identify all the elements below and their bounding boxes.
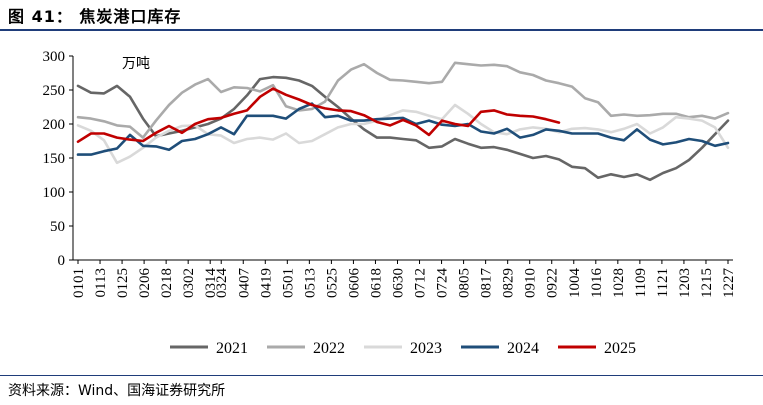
source-divider [0, 375, 763, 376]
x-tick-label: 1121 [655, 268, 671, 297]
x-tick-label: 0606 [346, 268, 362, 299]
x-tick-label: 0817 [479, 267, 495, 298]
x-tick-label: 0922 [545, 268, 561, 298]
legend-label-2024: 2024 [507, 340, 539, 357]
legend-label-2021: 2021 [216, 340, 248, 357]
x-tick-label: 0218 [159, 268, 175, 298]
y-tick-label: 300 [43, 49, 66, 65]
x-tick-label: 0805 [457, 268, 473, 298]
x-tick-label: 0314 [203, 268, 219, 299]
x-tick-label: 0829 [501, 268, 517, 298]
legend-label-2022: 2022 [313, 340, 345, 357]
x-tick-label: 1004 [567, 268, 583, 299]
y-tick-label: 200 [43, 117, 66, 133]
x-tick-label: 0125 [115, 268, 131, 298]
x-tick-label: 1215 [699, 268, 715, 298]
x-tick-label: 0324 [214, 268, 230, 299]
y-tick-label: 100 [43, 185, 66, 201]
x-tick-label: 0513 [302, 268, 318, 298]
x-tick-label: 0419 [258, 268, 274, 298]
series-line-2022 [76, 61, 730, 139]
x-tick-label: 0501 [280, 268, 296, 298]
series-line-2023 [76, 103, 730, 165]
chart-title: 图 41： 焦炭港口库存 [8, 7, 182, 26]
y-tick-label: 0 [58, 253, 66, 269]
chart-area: 0 50 100 150 200 250 300 万吨 0101 0113 0125 0206 0218… [43, 49, 738, 357]
x-tick-label: 0101 [71, 268, 87, 298]
x-tick-label: 0525 [324, 268, 340, 298]
series-line-2025 [76, 87, 561, 143]
x-tick-label: 1016 [589, 268, 605, 299]
source-note: 资料来源：Wind、国海证券研究所 [8, 383, 226, 399]
x-tick-label: 0113 [93, 268, 109, 297]
series-line-2024 [76, 102, 730, 156]
x-tick-label: 1028 [611, 268, 627, 298]
x-tick-label: 1227 [721, 268, 737, 299]
legend-label-2025: 2025 [604, 340, 636, 357]
y-tick-label: 50 [50, 219, 65, 235]
unit-label: 万吨 [122, 56, 150, 72]
x-tick-label: 0618 [368, 268, 384, 298]
x-tick-label: 0302 [181, 268, 197, 298]
x-tick-label: 1203 [677, 268, 693, 298]
x-tick-label: 0712 [413, 268, 429, 298]
x-tick-label: 0206 [137, 268, 153, 299]
x-tick-label: 0724 [435, 268, 451, 299]
x-tick-label: 0910 [523, 268, 539, 298]
y-tick-label: 150 [43, 151, 66, 167]
y-tick-label: 250 [43, 83, 66, 99]
x-tick-label: 0407 [236, 268, 252, 299]
title-divider [0, 29, 763, 31]
legend-label-2023: 2023 [410, 340, 442, 357]
x-tick-label: 1109 [633, 268, 649, 297]
x-tick-label: 0630 [390, 268, 406, 298]
